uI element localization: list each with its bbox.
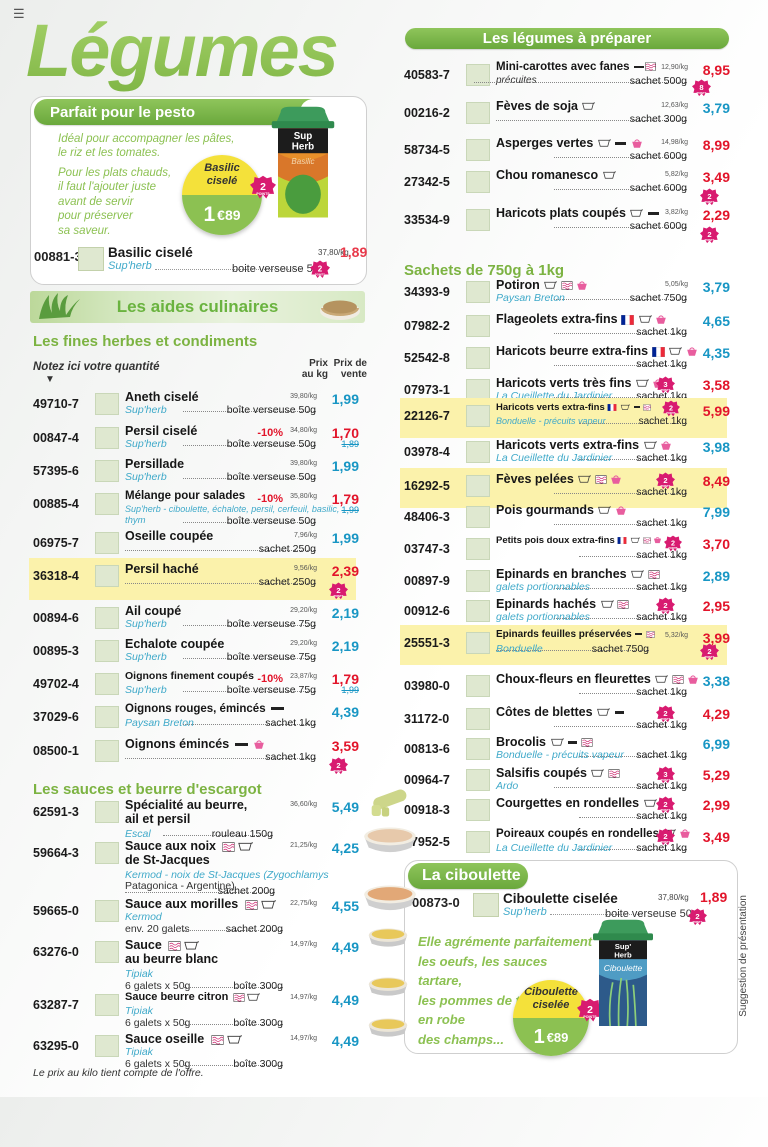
svg-text:Ciboulette: Ciboulette (604, 963, 643, 973)
svg-text:Sup: Sup (294, 131, 313, 142)
svg-text:Herb: Herb (292, 142, 314, 153)
svg-text:Sup': Sup' (615, 942, 632, 951)
svg-text:Basilic: Basilic (291, 157, 314, 166)
svg-text:Herb: Herb (614, 950, 632, 959)
